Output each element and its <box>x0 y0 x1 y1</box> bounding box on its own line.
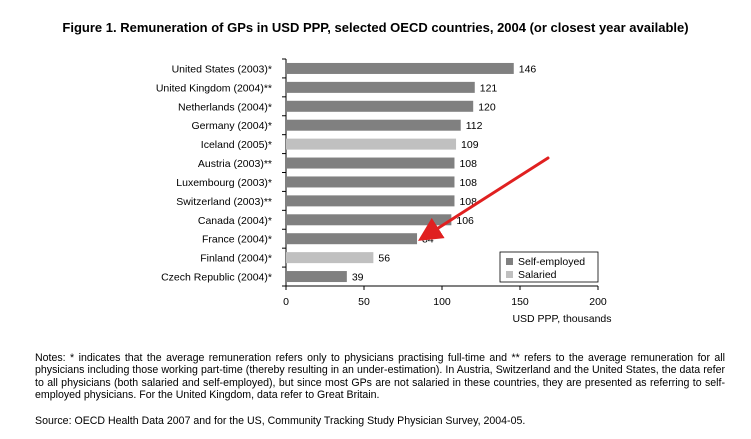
x-tick-label: 150 <box>511 296 529 308</box>
category-label: Netherlands (2004)* <box>178 101 272 113</box>
chart-labels: United States (2003)* 146 United Kingdom (… <box>156 63 537 283</box>
chart-bars <box>286 62 514 283</box>
category-label: Finland (2004)* <box>200 253 272 265</box>
category-label: United States (2003)* <box>172 63 272 75</box>
x-axis-label: USD PPP, thousands <box>512 313 611 325</box>
category-label: France (2004)* <box>202 234 272 246</box>
value-label: 120 <box>478 101 496 113</box>
bar-chart: 0 50 100 150 200 USD PPP, thousands United St… <box>156 58 612 325</box>
legend-label: Self-employed <box>518 256 585 268</box>
value-label: 39 <box>352 272 364 284</box>
value-label: 121 <box>480 82 498 94</box>
legend-swatch <box>506 258 513 265</box>
bar <box>286 252 374 264</box>
legend-swatch <box>506 271 513 278</box>
category-label: Czech Republic (2004)* <box>161 272 272 284</box>
bar <box>286 100 474 112</box>
chart-source: Source: OECD Health Data 2007 and for th… <box>35 415 526 427</box>
value-label: 112 <box>466 120 483 132</box>
value-label: 106 <box>456 215 474 227</box>
x-tick-label: 0 <box>283 296 289 308</box>
category-label: Austria (2003)** <box>198 158 272 170</box>
x-tick-label: 50 <box>358 296 370 308</box>
bar <box>286 157 455 169</box>
category-label: Luxembourg (2003)* <box>176 177 272 189</box>
x-tick-label: 100 <box>433 296 451 308</box>
value-label: 109 <box>461 139 479 151</box>
value-label: 56 <box>378 253 390 265</box>
bar <box>286 119 461 131</box>
bar <box>286 233 418 245</box>
bar <box>286 214 452 226</box>
bar <box>286 81 475 93</box>
legend-label: Salaried <box>518 269 557 281</box>
bar <box>286 62 514 74</box>
legend-box <box>499 251 599 283</box>
bar <box>286 138 457 150</box>
chart-title: Figure 1. Remuneration of GPs in USD PPP… <box>62 20 689 35</box>
bar <box>286 176 455 188</box>
bar <box>286 195 455 207</box>
category-label: Germany (2004)* <box>191 120 272 132</box>
value-label: 146 <box>519 63 537 75</box>
value-label: 108 <box>459 177 477 189</box>
red-arrow <box>417 156 550 241</box>
chart-notes: Notes: * indicates that the average remu… <box>35 352 725 401</box>
chart-annotation <box>417 156 550 241</box>
x-tick-label: 200 <box>589 296 607 308</box>
bar <box>286 271 347 283</box>
chart-axes: 0 50 100 150 200 USD PPP, thousands <box>282 58 612 325</box>
value-label: 108 <box>459 158 477 170</box>
category-label: Canada (2004)* <box>198 215 272 227</box>
category-label: United Kingdom (2004)** <box>156 82 272 94</box>
category-label: Iceland (2005)* <box>201 139 272 151</box>
category-label: Switzerland (2003)** <box>176 196 272 208</box>
